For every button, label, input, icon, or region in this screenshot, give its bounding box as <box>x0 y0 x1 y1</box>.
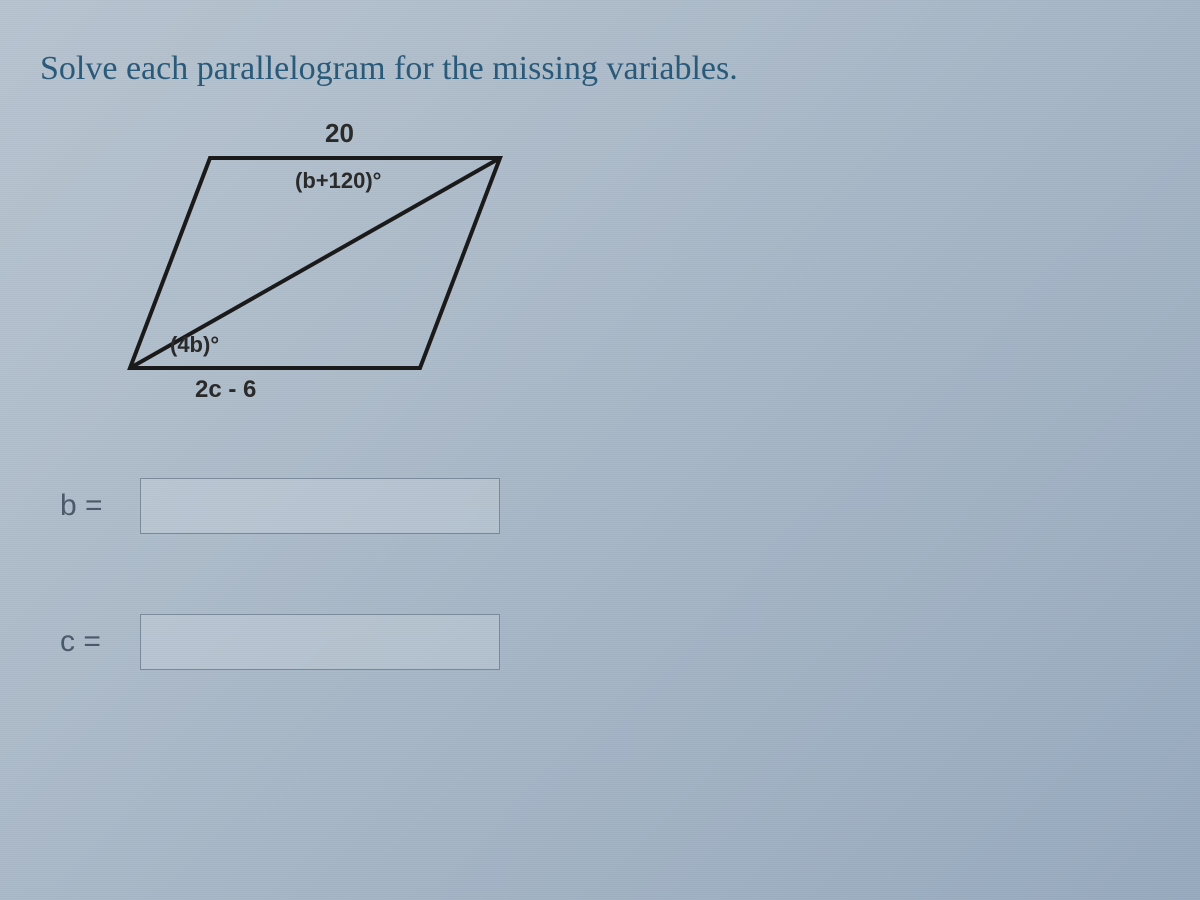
answer-row-c: c = <box>60 614 1160 670</box>
answer-row-b: b = <box>60 478 1160 534</box>
instruction-text: Solve each parallelogram for the missing… <box>40 50 1160 88</box>
c-label: c = <box>60 625 120 659</box>
parallelogram-diagram: 20 (b+120)° (4b)° 2c - 6 <box>80 118 580 438</box>
angle-bottom-left-label: (4b)° <box>170 332 219 358</box>
c-input[interactable] <box>140 614 500 670</box>
problem-container: Solve each parallelogram for the missing… <box>0 0 1200 720</box>
angle-top-right-label: (b+120)° <box>295 168 381 194</box>
bottom-side-label: 2c - 6 <box>195 376 256 404</box>
top-side-label: 20 <box>325 118 354 149</box>
b-label: b = <box>60 489 120 523</box>
b-input[interactable] <box>140 478 500 534</box>
